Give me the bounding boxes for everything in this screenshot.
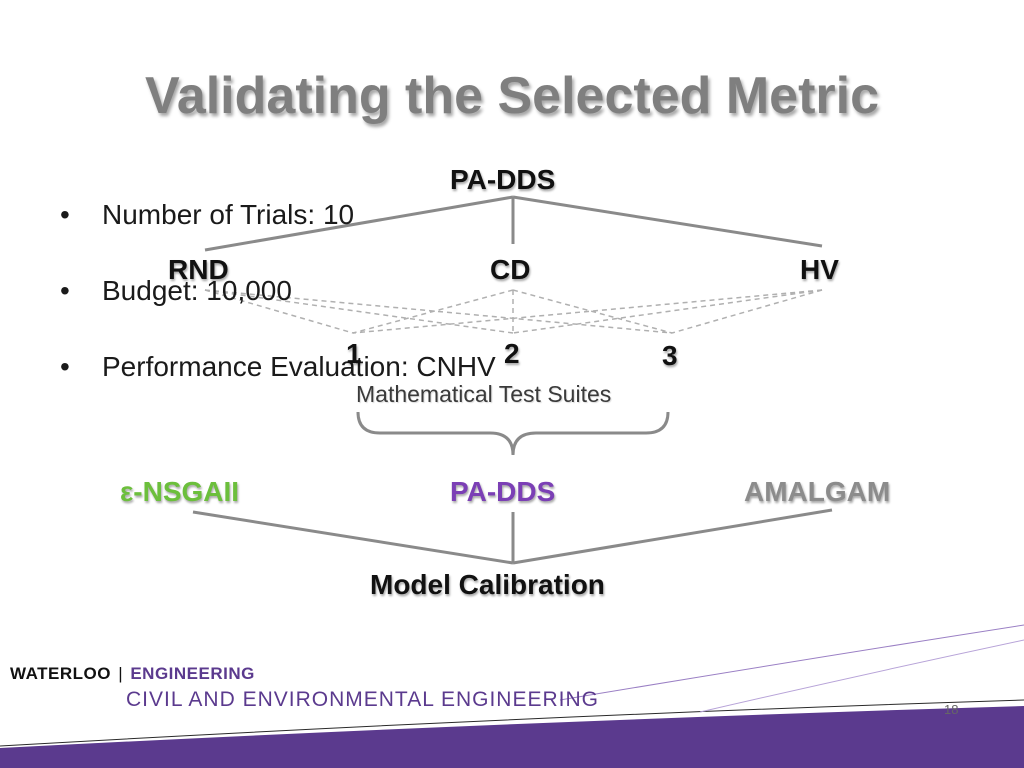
suites-caption: Mathematical Test Suites xyxy=(356,381,612,407)
algorithm-enSGAII: ε-NSGAII xyxy=(120,476,240,507)
footer-engineering-text: ENGINEERING xyxy=(130,664,255,683)
footer-waterloo-text: WATERLOO xyxy=(10,664,111,683)
algorithm-amalgam: AMALGAM xyxy=(744,476,891,507)
suite-3: 3 xyxy=(662,340,678,371)
metric-hv: HV xyxy=(800,254,839,285)
page-title: Validating the Selected Metric xyxy=(145,67,879,125)
metric-cd: CD xyxy=(490,254,531,285)
bullet-list: Number of Trials: 10 Budget: 10,000 Perf… xyxy=(60,196,496,424)
suite-1: 1 xyxy=(346,338,362,369)
suites-brace xyxy=(356,411,670,456)
calibration-tree-connectors xyxy=(192,508,833,565)
footer-waves xyxy=(0,624,1024,768)
bullet-budget: Budget: 10,000 xyxy=(60,272,496,348)
bullet-performance-evaluation: Performance Evaluation: CNHV xyxy=(60,348,496,424)
suite-2: 2 xyxy=(504,338,520,369)
algorithm-pa-dds: PA-DDS xyxy=(450,476,556,507)
bullet-trials: Number of Trials: 10 xyxy=(60,196,496,272)
metric-rnd: RND xyxy=(168,254,229,285)
calibration-root: Model Calibration xyxy=(370,569,605,600)
footer-divider: | xyxy=(118,664,124,683)
footer-logo: WATERLOO | ENGINEERING xyxy=(10,664,255,684)
metric-tree-root: PA-DDS xyxy=(450,164,556,195)
footer-department: CIVIL AND ENVIRONMENTAL ENGINEERING xyxy=(126,688,599,711)
page-number: 18 xyxy=(944,702,959,717)
